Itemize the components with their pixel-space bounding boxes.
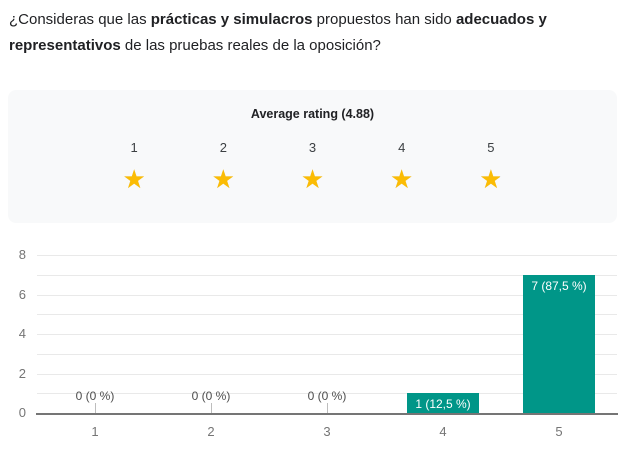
x-axis-category-label: 5 [555, 424, 563, 439]
star-gold-shape: ★ [479, 164, 500, 194]
star-icon: ★ ★ [390, 164, 413, 194]
question-text-bold: adecuados y representativos [9, 11, 547, 54]
star-empty-shape: ★ [390, 164, 414, 194]
y-axis-tick-label: 4 [18, 326, 26, 341]
star-empty-shape: ★ [211, 164, 235, 194]
star-empty-shape: ★ [300, 164, 325, 194]
rating-scale-number: 3 [308, 140, 317, 155]
bar-value-label: 0 (0 %) [75, 389, 115, 403]
x-axis-baseline [36, 413, 618, 415]
rating-scale-item-2: 2 ★ ★ [179, 140, 268, 194]
rating-scale-number: 1 [130, 140, 138, 155]
gridline [37, 314, 617, 316]
star-icon: ★ ★ [122, 164, 145, 194]
bar-value-label: 7 (87,5 %) [531, 278, 587, 293]
question-title: ¿Consideras que las prácticas y simulacr… [9, 7, 615, 59]
bar-value-label: 0 (0 %) [191, 389, 231, 403]
responses-bar-chart: 0 2 4 6 8 0 (0 %) 1 0 (0 %) 2 0 (0 %) 3 1 (12,5 %) 4… [0, 240, 628, 449]
bar-value-label: 1 (12,5 %) [415, 397, 471, 412]
y-axis-tick-label: 0 [18, 405, 26, 420]
gridline [37, 255, 617, 256]
y-axis-tick-label: 8 [18, 247, 26, 262]
rating-scale: 1 ★ ★ 2 ★ ★ 3 ★ ★ 4 ★ ★ 5 ★ ★ [90, 140, 536, 194]
star-empty-shape: ★ [479, 164, 503, 194]
star-fill-shape: ★ [479, 164, 500, 194]
category-tick [327, 403, 328, 413]
star-fill-shape: ★ [390, 164, 413, 194]
gridline [37, 274, 617, 276]
category-tick [95, 403, 96, 413]
star-gold-shape: ★ [211, 164, 235, 194]
star-gold-shape: ★ [122, 164, 146, 194]
rating-scale-number: 5 [487, 140, 495, 155]
star-fill-shape: ★ [301, 164, 324, 194]
star-gold-shape: ★ [390, 164, 414, 194]
rating-scale-number: 2 [219, 140, 227, 155]
rating-scale-number: 4 [398, 140, 406, 155]
star-fill-shape: ★ [122, 164, 145, 194]
y-axis-tick-label: 2 [18, 365, 26, 381]
rating-scale-item-4: 4 ★ ★ [357, 140, 446, 194]
x-axis-category-label: 3 [323, 424, 331, 439]
rating-scale-item-5: 5 ★ ★ [446, 140, 535, 194]
question-text-part: de las pruebas reales de la oposición? [120, 37, 381, 54]
rating-scale-item-3: 3 ★ ★ [268, 140, 357, 194]
average-rating-title: Average rating (4.88) [250, 107, 375, 121]
x-axis-category-label: 4 [439, 424, 447, 439]
rating-scale-item-1: 1 ★ ★ [90, 140, 179, 194]
x-axis-category-label: 1 [91, 424, 99, 439]
question-text-part: propuestos han sido [312, 11, 456, 28]
star-icon: ★ ★ [212, 164, 235, 194]
y-axis-tick-label: 6 [18, 286, 26, 302]
question-text-bold: prácticas y simulacros [150, 11, 313, 28]
star-gold-shape: ★ [300, 164, 325, 194]
star-fill-shape: ★ [212, 164, 235, 194]
gridline [37, 334, 617, 335]
gridline [37, 294, 617, 296]
gridline [37, 393, 617, 395]
star-icon: ★ ★ [479, 164, 502, 194]
gridline [37, 353, 617, 355]
bar-value-label: 0 (0 %) [307, 389, 347, 403]
star-icon: ★ ★ [301, 164, 324, 194]
star-empty-shape: ★ [122, 164, 146, 194]
question-text-part: ¿Consideras que las [9, 11, 151, 28]
average-rating-card: Average rating (4.88) 1 ★ ★ 2 ★ ★ 3 ★ ★ 4 ★ ★ 5 ★ ★ [8, 90, 617, 223]
gridline [37, 373, 617, 375]
x-axis-category-label: 2 [207, 424, 215, 439]
bar-rating-4 [407, 393, 479, 413]
category-tick [211, 403, 212, 413]
bar-rating-5 [523, 274, 595, 413]
